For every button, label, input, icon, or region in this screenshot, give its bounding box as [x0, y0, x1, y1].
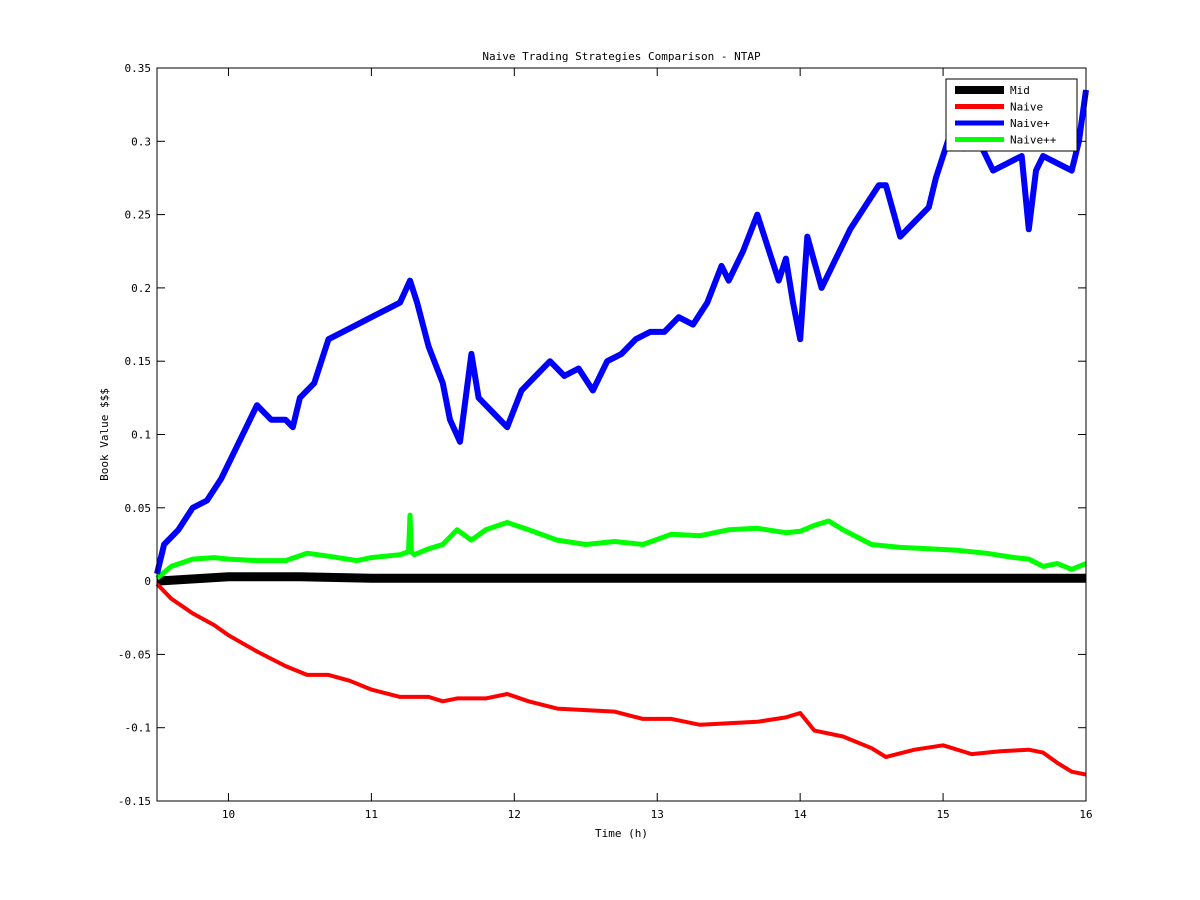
y-tick-label: -0.1: [125, 722, 152, 735]
y-tick-label: -0.15: [118, 795, 151, 808]
y-tick-label: 0.35: [125, 62, 152, 75]
y-tick-label: 0: [144, 575, 151, 588]
x-axis-label: Time (h): [595, 827, 648, 840]
y-tick-label: 0.3: [131, 135, 151, 148]
series-line-mid: [156, 572, 1086, 586]
legend: Mid Naive Naive+ Naive++: [945, 78, 1078, 152]
x-tick-label: 16: [1079, 808, 1092, 821]
legend-label: Naive: [1010, 101, 1043, 114]
legend-label: Naive+: [1010, 117, 1050, 130]
x-tick-label: 12: [508, 808, 521, 821]
x-tick-label: 13: [651, 808, 664, 821]
y-tick-label: 0.05: [125, 502, 152, 515]
legend-label: Naive++: [1010, 134, 1057, 147]
plot-lines: [154, 89, 1089, 777]
series-line-naiveplus: [154, 89, 1089, 575]
y-tick-label: 0.2: [131, 282, 151, 295]
ticks: 10 11 12 13 14 15 16 -0.15 -0.1 -0.05 0 0.05 0.1 0.15…: [118, 62, 1093, 821]
x-tick-label: 11: [365, 808, 378, 821]
y-tick-label: 0.15: [125, 355, 152, 368]
y-tick-label: 0.25: [125, 209, 152, 222]
series-line-naiveplusplus: [155, 512, 1087, 581]
chart-title: Naive Trading Strategies Comparison - NT…: [482, 50, 761, 63]
y-tick-label: 0.1: [131, 429, 151, 442]
x-tick-label: 15: [936, 808, 949, 821]
x-tick-label: 10: [222, 808, 235, 821]
y-axis-label: Book Value $$$: [98, 388, 111, 481]
legend-label: Mid: [1010, 84, 1030, 97]
y-tick-label: -0.05: [118, 648, 151, 661]
series-line-naive: [155, 582, 1087, 777]
x-tick-label: 14: [794, 808, 808, 821]
